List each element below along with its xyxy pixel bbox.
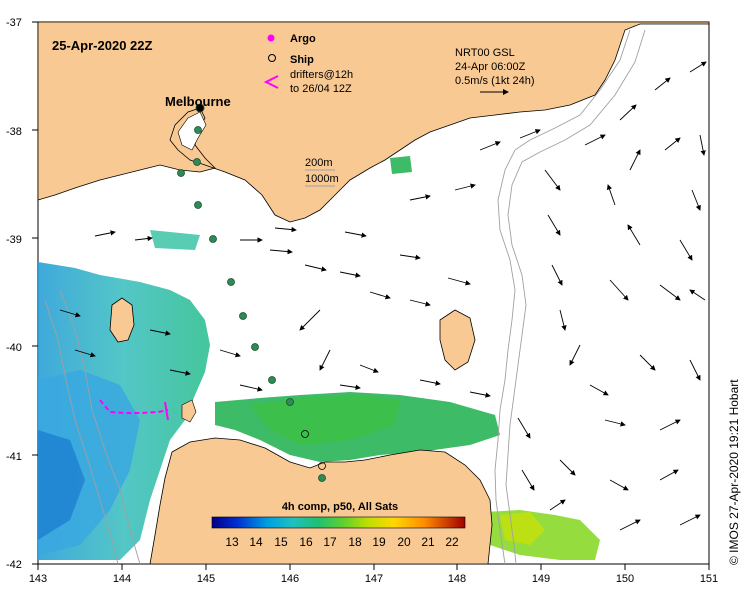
tick-marks (32, 21, 710, 570)
current-model-label: NRT00 GSL (455, 47, 515, 59)
current-time-label: 24-Apr 06:00Z (455, 61, 526, 73)
current-scale-label: 0.5m/s (1kt 24h) (455, 75, 534, 87)
drifter-icon (263, 75, 279, 89)
land-flinders-island (439, 309, 476, 371)
x-tick-label: 144 (113, 573, 131, 585)
y-tick-label: -41 (6, 451, 22, 463)
y-tick-label: -39 (6, 234, 22, 246)
legend-argo: Argo (290, 33, 316, 45)
legend-drifters-line2: to 26/04 12Z (290, 83, 352, 95)
x-tick-label: 150 (616, 573, 634, 585)
colorbar-label: 13 (225, 535, 239, 549)
x-tick-label: 143 (29, 573, 47, 585)
colorbar-label: 18 (348, 535, 362, 549)
y-tick-label: -38 (6, 126, 22, 138)
sst-colorbar: 4h comp, p50, All Sats 13 14 15 16 17 18… (211, 501, 466, 549)
city-label-melbourne: Melbourne (165, 94, 231, 109)
depth-legend: 200m 1000m (305, 157, 339, 187)
ship-stations (177, 103, 326, 482)
x-tick-label: 148 (448, 573, 466, 585)
depth-1000-label: 1000m (305, 173, 339, 185)
map-date-title: 25-Apr-2020 22Z (52, 38, 152, 53)
colorbar-label: 16 (299, 535, 313, 549)
colorbar-label: 17 (323, 535, 337, 549)
y-tick-label: -37 (6, 17, 22, 29)
land-tasmania (149, 437, 493, 565)
colorbar-label: 20 (397, 535, 411, 549)
x-tick-label: 151 (700, 573, 718, 585)
drifter-tracks (99, 399, 169, 421)
x-tick-label: 147 (365, 573, 383, 585)
colorbar-label: 19 (372, 535, 386, 549)
colorbar-label: 22 (445, 535, 459, 549)
x-tick-label: 149 (532, 573, 550, 585)
colorbar-label: 21 (421, 535, 435, 549)
y-tick-label: -40 (6, 342, 22, 354)
y-tick-label: -42 (6, 559, 22, 571)
sst-patches (38, 156, 600, 560)
colorbar-label: 14 (249, 535, 263, 549)
colorbar-title: 4h comp, p50, All Sats (282, 501, 398, 513)
y-axis-ticks: -37 -38 -39 -40 -41 -42 (6, 17, 22, 571)
land-king-island (109, 297, 135, 343)
credit-label: © IMOS 27-Apr-2020 19:21 Hobart (727, 379, 741, 565)
land-hunter-islands (181, 399, 197, 423)
map-legend: Argo Ship drifters@12h to 26/04 12Z (263, 33, 353, 95)
legend-drifters-line1: drifters@12h (290, 69, 353, 81)
ship-icon (268, 54, 276, 62)
colorbar-label: 15 (274, 535, 288, 549)
current-scale-box: NRT00 GSL 24-Apr 06:00Z 0.5m/s (1kt 24h) (455, 47, 534, 95)
x-tick-label: 146 (281, 573, 299, 585)
port-phillip-bay (177, 111, 207, 151)
legend-ship: Ship (290, 54, 314, 66)
argo-icon (267, 34, 275, 42)
x-axis-ticks: 143 144 145 146 147 148 149 150 151 (29, 573, 718, 585)
current-arrows (59, 61, 707, 531)
x-tick-label: 145 (197, 573, 215, 585)
bathymetry-contours (44, 29, 646, 565)
depth-200-label: 200m (305, 157, 333, 169)
